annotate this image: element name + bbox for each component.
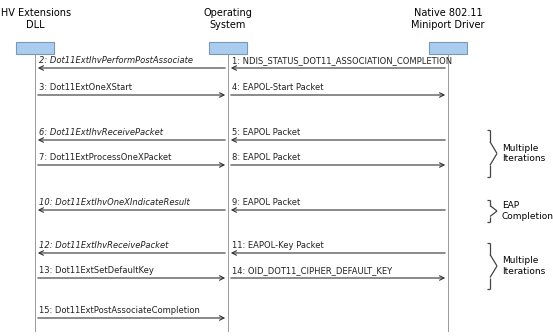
Text: EAP
Completion: EAP Completion bbox=[502, 201, 553, 221]
Text: 7: Dot11ExtProcessOneXPacket: 7: Dot11ExtProcessOneXPacket bbox=[39, 153, 171, 162]
FancyBboxPatch shape bbox=[16, 42, 54, 54]
Text: IHV Extensions
DLL: IHV Extensions DLL bbox=[0, 8, 71, 30]
Text: Native 802.11
Miniport Driver: Native 802.11 Miniport Driver bbox=[411, 8, 485, 30]
Text: 15: Dot11ExtPostAssociateCompletion: 15: Dot11ExtPostAssociateCompletion bbox=[39, 306, 200, 315]
FancyBboxPatch shape bbox=[209, 42, 247, 54]
Text: 10: Dot11ExtIhvOneXIndicateResult: 10: Dot11ExtIhvOneXIndicateResult bbox=[39, 198, 190, 207]
Text: 12: Dot11ExtIhvReceivePacket: 12: Dot11ExtIhvReceivePacket bbox=[39, 241, 168, 250]
Text: 13: Dot11ExtSetDefaultKey: 13: Dot11ExtSetDefaultKey bbox=[39, 266, 154, 275]
Text: 5: EAPOL Packet: 5: EAPOL Packet bbox=[232, 128, 300, 137]
Text: Multiple
Iterations: Multiple Iterations bbox=[502, 144, 545, 163]
Text: 11: EAPOL-Key Packet: 11: EAPOL-Key Packet bbox=[232, 241, 324, 250]
Text: 9: EAPOL Packet: 9: EAPOL Packet bbox=[232, 198, 300, 207]
Text: 4: EAPOL-Start Packet: 4: EAPOL-Start Packet bbox=[232, 83, 324, 92]
Text: 14: OID_DOT11_CIPHER_DEFAULT_KEY: 14: OID_DOT11_CIPHER_DEFAULT_KEY bbox=[232, 266, 392, 275]
Text: 6: Dot11ExtIhvReceivePacket: 6: Dot11ExtIhvReceivePacket bbox=[39, 128, 163, 137]
Text: 2: Dot11ExtIhvPerformPostAssociate: 2: Dot11ExtIhvPerformPostAssociate bbox=[39, 56, 193, 65]
Text: 3: Dot11ExtOneXStart: 3: Dot11ExtOneXStart bbox=[39, 83, 132, 92]
FancyBboxPatch shape bbox=[429, 42, 467, 54]
Text: Multiple
Iterations: Multiple Iterations bbox=[502, 256, 545, 276]
Text: 8: EAPOL Packet: 8: EAPOL Packet bbox=[232, 153, 300, 162]
Text: Operating
System: Operating System bbox=[204, 8, 252, 30]
Text: 1: NDIS_STATUS_DOT11_ASSOCIATION_COMPLETION: 1: NDIS_STATUS_DOT11_ASSOCIATION_COMPLET… bbox=[232, 56, 452, 65]
